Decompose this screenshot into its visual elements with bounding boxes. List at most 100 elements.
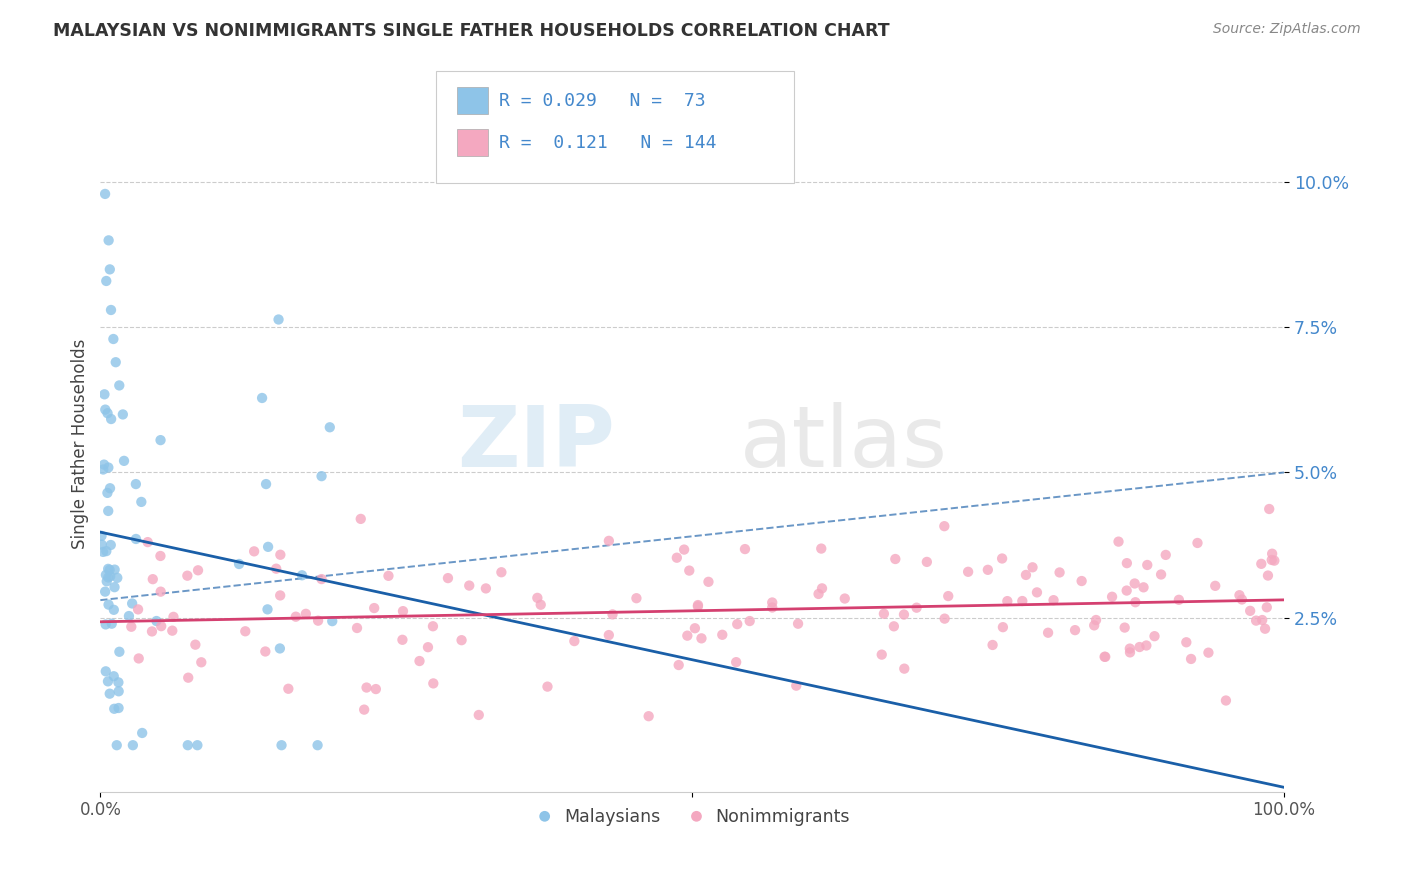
Point	[100, 412, 122, 426]
Point	[145, 614, 167, 628]
Point	[364, 682, 387, 697]
Point	[267, 312, 290, 326]
Point	[250, 391, 273, 405]
Point	[98, 687, 121, 701]
Text: MALAYSIAN VS NONIMMIGRANTS SINGLE FATHER HOUSEHOLDS CORRELATION CHART: MALAYSIAN VS NONIMMIGRANTS SINGLE FATHER…	[53, 22, 890, 40]
Point	[91, 462, 114, 476]
Point	[319, 420, 342, 434]
Point	[149, 433, 172, 447]
Point	[491, 566, 513, 580]
Point	[562, 634, 585, 648]
Point	[761, 595, 783, 609]
Point	[934, 519, 956, 533]
Point	[176, 568, 198, 582]
Point	[678, 564, 700, 578]
Point	[311, 572, 333, 586]
Point	[1167, 592, 1189, 607]
Point	[97, 674, 120, 689]
Point	[100, 303, 122, 318]
Point	[1132, 580, 1154, 594]
Point	[321, 614, 343, 628]
Point	[526, 591, 548, 605]
Point	[834, 591, 856, 606]
Point	[97, 504, 120, 518]
Point	[125, 532, 148, 546]
Point	[377, 569, 399, 583]
Point	[291, 568, 314, 582]
Point	[307, 738, 329, 752]
Point	[128, 651, 150, 665]
Point	[1263, 554, 1285, 568]
Point	[1070, 574, 1092, 588]
Point	[1180, 652, 1202, 666]
Point	[392, 604, 415, 618]
Point	[108, 378, 131, 392]
Point	[761, 600, 783, 615]
Point	[186, 738, 208, 752]
Point	[673, 542, 696, 557]
Point	[676, 629, 699, 643]
Point	[141, 624, 163, 639]
Point	[468, 708, 491, 723]
Point	[254, 477, 277, 491]
Point	[905, 600, 928, 615]
Point	[108, 645, 131, 659]
Text: Source: ZipAtlas.com: Source: ZipAtlas.com	[1213, 22, 1361, 37]
Point	[269, 589, 291, 603]
Point	[1150, 567, 1173, 582]
Point	[94, 186, 117, 201]
Point	[665, 550, 688, 565]
Point	[811, 582, 834, 596]
Point	[598, 628, 620, 642]
Point	[1119, 641, 1142, 656]
Point	[127, 602, 149, 616]
Point	[683, 621, 706, 635]
Point	[785, 679, 807, 693]
Point	[787, 616, 810, 631]
Point	[105, 571, 128, 585]
Point	[637, 709, 659, 723]
Point	[1254, 622, 1277, 636]
Point	[97, 233, 120, 247]
Point	[883, 619, 905, 633]
Point	[915, 555, 938, 569]
Point	[142, 572, 165, 586]
Point	[284, 609, 307, 624]
Point	[1250, 557, 1272, 571]
Point	[598, 533, 620, 548]
Point	[1123, 576, 1146, 591]
Point	[1258, 502, 1281, 516]
Point	[107, 675, 129, 690]
Point	[807, 587, 830, 601]
Point	[257, 540, 280, 554]
Point	[125, 477, 148, 491]
Point	[96, 274, 118, 288]
Legend: Malaysians, Nonimmigrants: Malaysians, Nonimmigrants	[527, 801, 858, 833]
Point	[96, 574, 118, 589]
Point	[103, 669, 125, 683]
Point	[1261, 547, 1284, 561]
Point	[711, 628, 734, 642]
Point	[873, 607, 896, 621]
Point	[311, 469, 333, 483]
Point	[307, 614, 329, 628]
Point	[1257, 568, 1279, 582]
Point	[93, 387, 115, 401]
Point	[977, 563, 1000, 577]
Point	[1244, 614, 1267, 628]
Point	[1108, 534, 1130, 549]
Point	[991, 551, 1014, 566]
Point	[295, 607, 318, 621]
Point	[1042, 593, 1064, 607]
Point	[356, 681, 378, 695]
Point	[475, 582, 498, 596]
Point	[136, 535, 159, 549]
Point	[97, 406, 120, 420]
Point	[1011, 594, 1033, 608]
Text: atlas: atlas	[740, 402, 948, 485]
Point	[346, 621, 368, 635]
Text: R = 0.029   N =  73: R = 0.029 N = 73	[499, 92, 706, 110]
Point	[884, 552, 907, 566]
Point	[103, 702, 125, 716]
Point	[149, 584, 172, 599]
